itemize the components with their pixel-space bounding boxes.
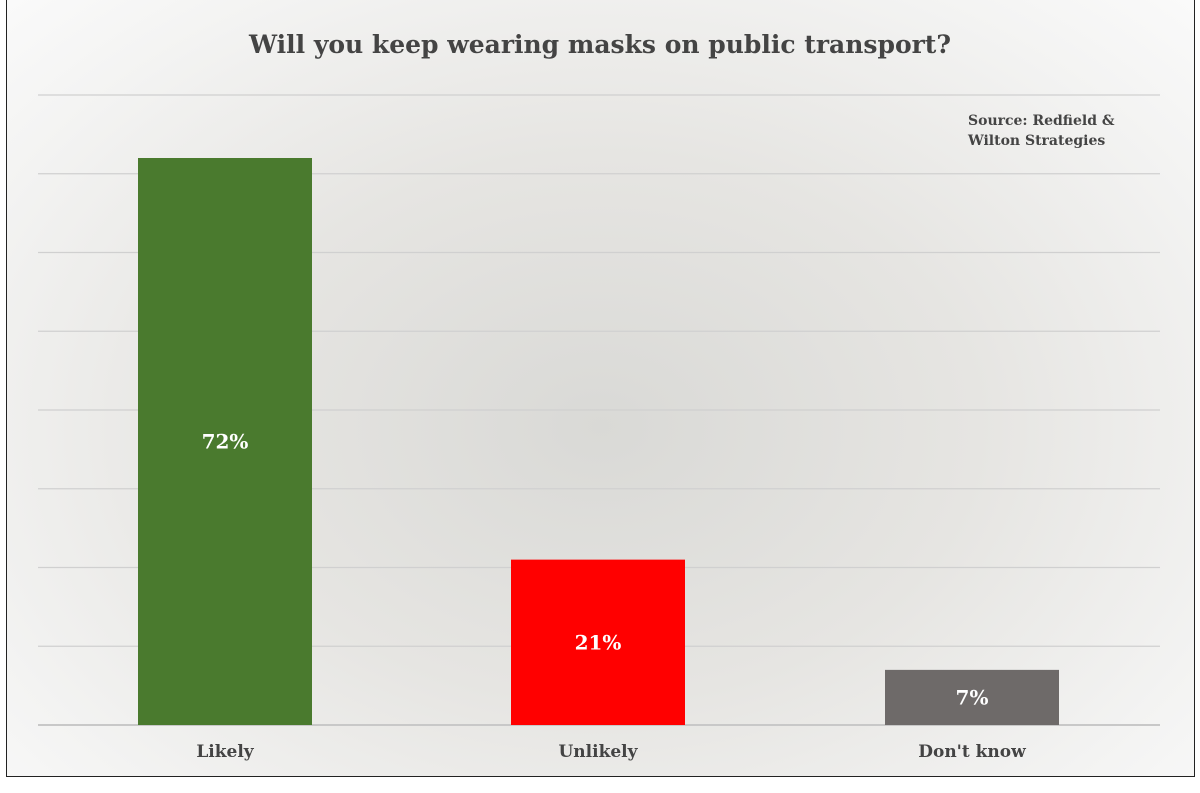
source-annotation: Source: Redfield & Wilton Strategies: [968, 113, 1115, 149]
bar-don-t-know: [885, 669, 1059, 725]
chart-title: Will you keep wearing masks on public tr…: [248, 30, 951, 59]
data-label: 21%: [575, 630, 622, 654]
data-label: 7%: [956, 685, 989, 709]
category-label: Likely: [196, 742, 254, 762]
category-label: Don't know: [918, 742, 1026, 762]
bar-unlikely: [511, 559, 685, 725]
category-label: Unlikely: [558, 742, 638, 762]
bar-likely: [138, 158, 312, 725]
data-label: 72%: [202, 430, 249, 454]
